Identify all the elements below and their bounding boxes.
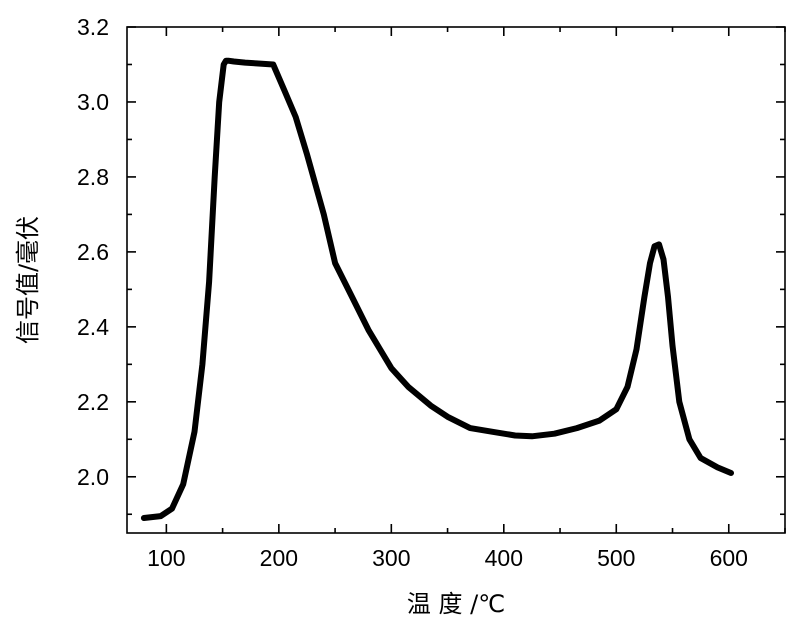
x-tick-label: 400 <box>485 545 523 571</box>
y-tick-label: 3.2 <box>77 14 109 40</box>
y-tick-label: 2.0 <box>77 464 109 490</box>
y-tick-label: 2.4 <box>77 314 109 340</box>
axis-ticks <box>127 26 786 533</box>
axis-tick-labels: 100 200 300 400 500 600 2.0 2.2 2.4 2.6 2.8 3.0 3.2 <box>77 14 748 571</box>
y-tick-label: 2.8 <box>77 164 109 190</box>
plot-frame <box>126 26 786 534</box>
x-tick-label: 100 <box>147 545 185 571</box>
x-tick-label: 600 <box>710 545 748 571</box>
signal-line <box>140 57 734 521</box>
y-axis-title: 信号值/毫伏 <box>14 216 42 344</box>
x-tick-label: 200 <box>260 545 298 571</box>
y-tick-label: 2.6 <box>77 239 109 265</box>
x-axis-title: 温 度 /℃ <box>407 590 505 618</box>
x-tick-label: 500 <box>597 545 635 571</box>
y-tick-label: 2.2 <box>77 389 109 415</box>
x-tick-label: 300 <box>372 545 410 571</box>
y-tick-label: 3.0 <box>77 89 109 115</box>
